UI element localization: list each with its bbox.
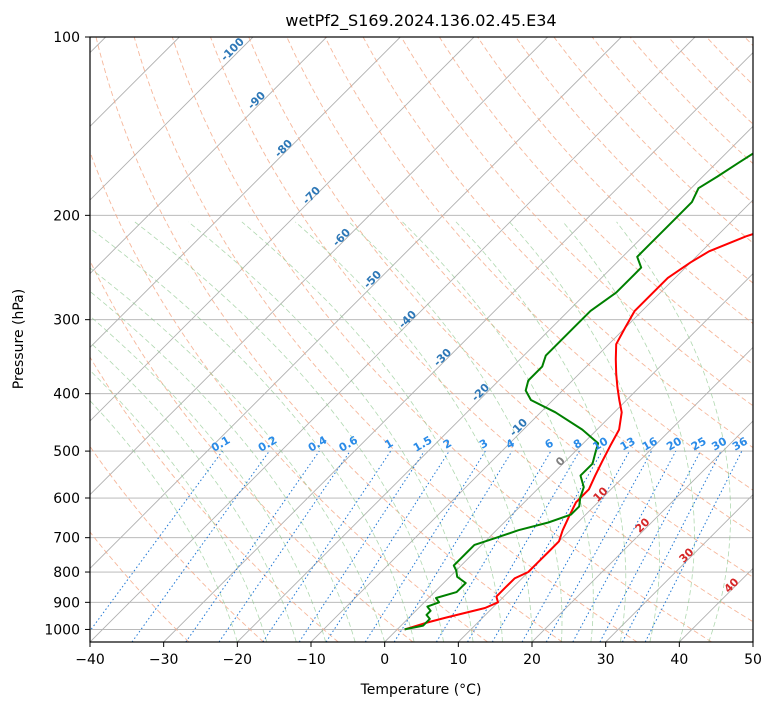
dry-adiabat-line [591,37,753,204]
x-tick-label: −40 [75,652,105,668]
x-tick-label: −20 [223,652,253,668]
y-tick-label: 600 [53,491,80,507]
x-tick-label: −30 [149,652,179,668]
profile-lines [404,152,753,631]
mixing-ratio-line [325,450,450,642]
isotherm-line [90,37,475,422]
mixing-ratio-line [467,450,580,642]
dry-adiabat-line [477,37,753,325]
dry-adiabat-line [248,37,753,578]
moist-adiabat-line [241,221,503,642]
x-tick-label: 20 [523,652,541,668]
mixing-ratio-line [572,450,677,642]
dry-adiabat-line [133,37,638,642]
isotherm-line [90,37,696,642]
dry-adiabat-line [90,150,488,642]
y-tick-label: 500 [53,444,80,460]
moist-adiabat-line [509,221,660,642]
x-tick-label: 50 [744,652,762,668]
isotherm-line [90,37,254,201]
isotherm-line [90,37,622,569]
dry-adiabat-line [324,37,753,491]
y-tick-label: 700 [53,531,80,547]
dry-adiabat-line [362,37,753,449]
moist-adiabat-line [295,221,533,642]
moist-adiabat-line [134,221,444,642]
y-tick-label: 200 [53,208,80,224]
background-lines [90,37,753,642]
dry-adiabat-line [439,37,753,365]
moist-adiabat-line [90,227,415,642]
moist-adiabat-line [348,221,563,642]
mixing-ratio-line [185,450,320,642]
x-tick-label: 10 [449,652,467,668]
moist-adiabat-line [616,221,732,642]
dry-adiabat-line [553,37,753,244]
mixing-ratio-line [491,450,603,642]
y-tick-label: 100 [53,30,80,46]
dry-adiabat-line [90,356,339,642]
moist-adiabat-line [90,369,268,642]
x-tick-label: 30 [597,652,615,668]
dry-adiabat-line [95,37,563,642]
isotherm-line [90,37,548,496]
axes: −40 −30 −20 −10 0 10 20 30 40 50 100 200 300 400 500 60… [44,30,762,668]
mixing-ratio-line [545,450,653,642]
mixing-ratio-line [521,450,630,642]
dry-adiabat-line [400,37,753,407]
temperature-line [404,232,753,631]
dry-adiabat-line [90,531,190,642]
y-axis-title: Pressure (hPa) [11,289,27,389]
x-axis-title: Temperature (°C) [360,682,482,698]
isotherm-line [90,37,327,275]
moist-adiabat-line [188,221,474,642]
mixing-ratio-line [393,450,513,642]
dry-adiabat-line [210,37,753,623]
y-tick-label: 900 [53,595,80,611]
isotherm-line [237,125,753,642]
x-tick-label: −10 [296,652,326,668]
dry-adiabat-line [90,259,414,642]
moist-adiabat-line [90,341,297,642]
moist-adiabat-line [90,400,238,642]
moist-adiabat-line [455,221,627,642]
mixing-ratio-line [435,450,552,642]
dry-adiabat-line [286,37,753,534]
y-tick-label: 400 [53,387,80,403]
moist-adiabat-line [90,290,356,642]
mixing-ratio-line [364,450,486,642]
x-tick-label: 0 [380,652,389,668]
dry-adiabat-line [171,37,712,642]
chart-title: wetPf2_S169.2024.136.02.45.E34 [285,11,556,31]
y-tick-label: 800 [53,565,80,581]
isotherm-line [163,52,753,642]
y-tick-label: 300 [53,313,80,329]
isotherm-line [531,420,753,642]
y-tick-label: 1000 [44,622,80,638]
isotherm-line [605,494,753,642]
x-tick-label: 40 [670,652,688,668]
dewpoint-line [404,152,753,631]
moist-adiabat-line [90,315,327,642]
plot-frame [89,36,754,643]
mixing-ratio-line [218,450,351,642]
moist-adiabat-line [90,267,386,642]
moist-adiabat-line [562,221,695,642]
isotherm-line [90,37,401,348]
